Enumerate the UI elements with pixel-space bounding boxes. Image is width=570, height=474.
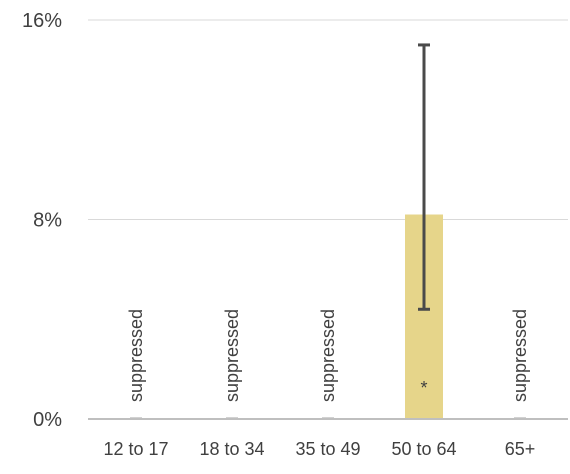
x-tick-label: 50 to 64 xyxy=(391,439,456,459)
bar-label: suppressed xyxy=(510,309,530,402)
gridlines xyxy=(88,19,568,220)
bar-label: suppressed xyxy=(126,309,146,402)
x-tick-label: 65+ xyxy=(505,439,536,459)
y-tick-label: 8% xyxy=(33,210,62,232)
bar-label: suppressed xyxy=(318,309,338,402)
bar-label: * xyxy=(420,378,427,398)
x-tick-label: 18 to 34 xyxy=(199,439,264,459)
x-axis-tick-labels: 12 to 17 18 to 34 35 to 49 50 to 64 65+ xyxy=(103,439,535,459)
y-tick-label: 16% xyxy=(22,10,62,32)
x-tick-label: 35 to 49 xyxy=(295,439,360,459)
y-tick-label: 0% xyxy=(33,409,62,431)
y-axis-tick-labels: 0% 8% 16% xyxy=(22,10,62,431)
x-tick-label: 12 to 17 xyxy=(103,439,168,459)
bar-labels: suppressed suppressed suppressed * suppresse… xyxy=(126,309,530,402)
bar-label: suppressed xyxy=(222,309,242,402)
error-bars xyxy=(418,43,430,311)
